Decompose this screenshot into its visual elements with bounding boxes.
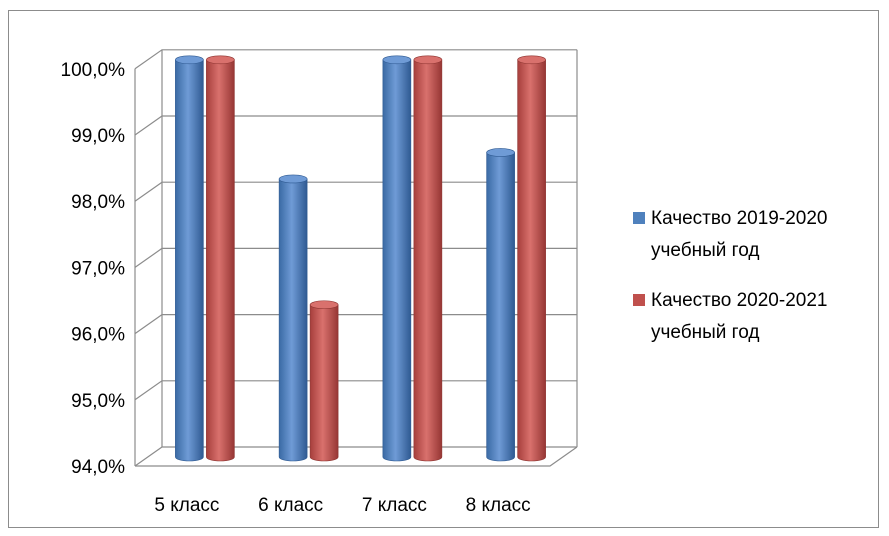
x-tick-label: 6 класс [258, 495, 323, 516]
legend-label: Качество 2019-2020 [651, 208, 827, 229]
bar [206, 55, 235, 462]
bar [278, 174, 308, 462]
x-tick-label: 7 класс [362, 495, 427, 516]
bars-group [175, 55, 546, 462]
y-axis-ticks: 94,0% 95,0% 96,0% 97,0% 98,0% 99,0% 100,0% [61, 60, 126, 478]
legend-label: учебный год [651, 240, 759, 261]
y-tick-label: 100,0% [61, 60, 126, 81]
legend-swatch [633, 212, 645, 224]
legend-label: учебный год [651, 322, 759, 343]
chart-frame [8, 10, 879, 528]
y-tick-label: 98,0% [71, 192, 125, 213]
x-tick-label: 8 класс [466, 495, 531, 516]
legend-swatch [633, 294, 645, 306]
bar [382, 55, 412, 462]
y-tick-label: 97,0% [71, 258, 125, 279]
bar [413, 55, 443, 462]
bar [175, 55, 204, 462]
floor-edge [135, 446, 578, 467]
legend-label: Качество 2020-2021 [651, 290, 827, 311]
legend-entry: Качество 2020-2021 учебный год [633, 290, 827, 343]
bar [486, 148, 515, 462]
x-axis-ticks: 5 класс 6 класс 7 класс 8 класс [154, 495, 530, 516]
y-tick-label: 96,0% [71, 325, 125, 346]
x-tick-label: 5 класс [154, 495, 219, 516]
y-tick-label: 99,0% [71, 126, 125, 147]
y-tick-label: 95,0% [71, 391, 125, 412]
bar [517, 55, 546, 462]
legend-entry: Качество 2019-2020 учебный год [633, 208, 827, 261]
bar [309, 300, 339, 462]
y-tick-label: 94,0% [71, 457, 125, 478]
